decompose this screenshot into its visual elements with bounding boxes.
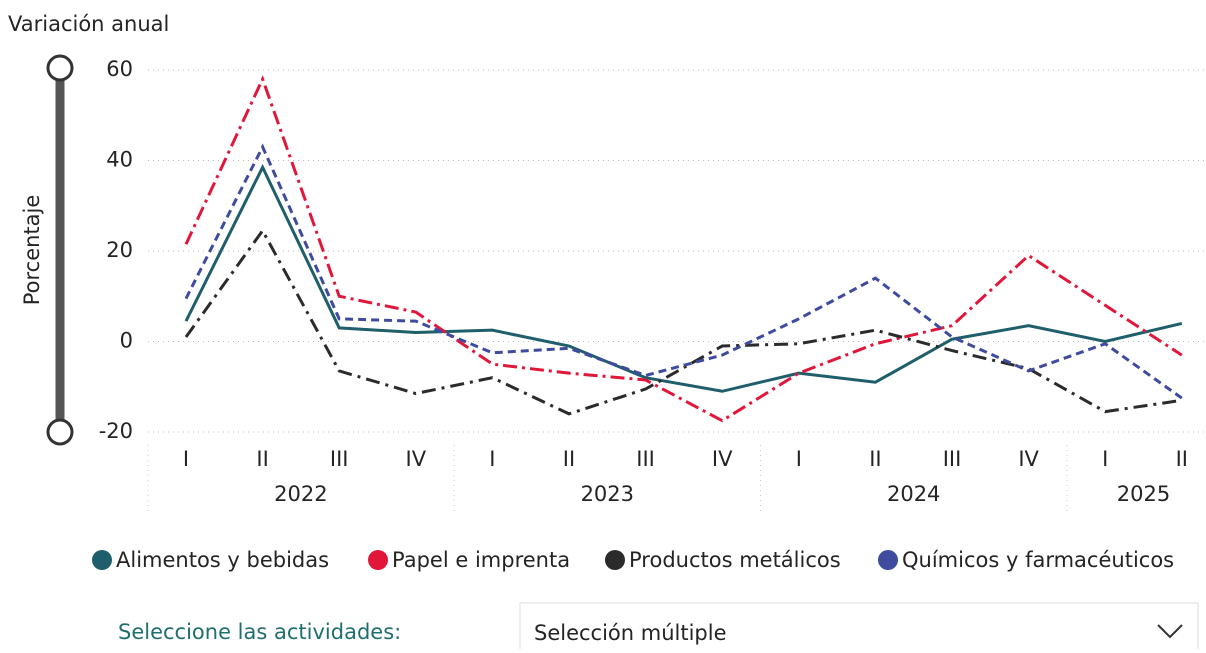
x-tick-label: IV	[1018, 447, 1039, 471]
series-line	[184, 75, 1183, 423]
x-tick-label: I	[796, 447, 802, 471]
legend-marker	[878, 550, 898, 570]
x-tick-label: II	[1176, 447, 1188, 471]
legend-label: Productos metálicos	[629, 548, 841, 572]
series-line	[184, 143, 1183, 400]
x-tick-label: II	[869, 447, 881, 471]
series-line	[184, 163, 1183, 393]
x-group-label: 2024	[887, 482, 940, 506]
y-tick-label: 0	[120, 329, 133, 353]
x-tick-label: I	[1102, 447, 1108, 471]
dropdown[interactable]	[519, 602, 1199, 653]
x-tick-label: III	[636, 447, 655, 471]
legend-marker	[368, 550, 388, 570]
legend-marker	[605, 550, 625, 570]
legend-label: Papel e imprenta	[392, 548, 570, 572]
x-group-label: 2025	[1117, 482, 1170, 506]
x-tick-label: II	[563, 447, 575, 471]
filter-label: Seleccione las actividades:	[118, 620, 401, 644]
x-group-label: 2022	[274, 482, 327, 506]
x-tick-label: IV	[712, 447, 733, 471]
series-line	[184, 227, 1183, 416]
y-tick-label: 60	[106, 57, 133, 81]
slider-handle[interactable]	[46, 418, 74, 446]
x-tick-label: I	[489, 447, 495, 471]
y-tick-label: 40	[106, 148, 133, 172]
x-tick-label: III	[943, 447, 962, 471]
legend-label: Alimentos y bebidas	[116, 548, 329, 572]
x-tick-label: III	[330, 447, 349, 471]
x-tick-label: I	[183, 447, 189, 471]
y-tick-label: -20	[99, 419, 133, 443]
legend-label: Químicos y farmacéuticos	[902, 548, 1174, 572]
y-tick-label: 20	[106, 238, 133, 262]
dropdown-value: Selección múltiple	[534, 621, 727, 645]
x-group-label: 2023	[581, 482, 634, 506]
x-tick-label: IV	[406, 447, 427, 471]
dropdown-chevron	[1157, 624, 1183, 639]
legend-marker	[92, 550, 112, 570]
y-axis-label: Porcentaje	[20, 195, 44, 306]
slider-handle[interactable]	[46, 54, 74, 82]
chart-subtitle: Variación anual	[8, 12, 169, 36]
x-tick-label: II	[256, 447, 268, 471]
